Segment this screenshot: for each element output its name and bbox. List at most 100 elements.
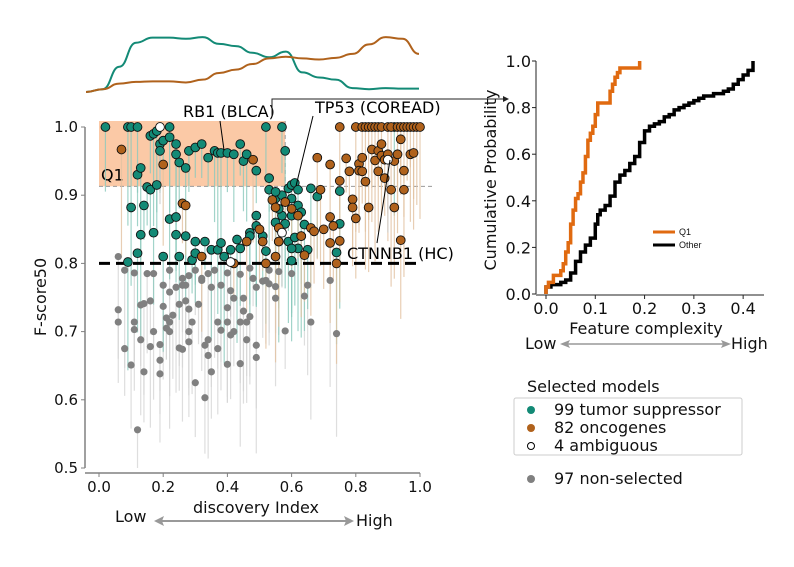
point-non-selected <box>143 270 151 278</box>
legend-label-ambiguous: 4 ambiguous <box>554 436 658 455</box>
point-tumor-suppressor <box>251 210 262 221</box>
point-non-selected <box>175 300 183 308</box>
point-non-selected <box>223 304 231 312</box>
point-non-selected <box>188 318 196 326</box>
ecdf-y-tick-label: 0.8 <box>506 99 531 118</box>
ecdf-x-tick-label: 0.3 <box>681 299 706 318</box>
point-non-selected <box>114 252 122 261</box>
point-non-selected <box>246 264 254 272</box>
point-tumor-suppressor <box>306 183 316 194</box>
point-non-selected <box>217 326 225 334</box>
point-ambiguous <box>383 154 393 165</box>
ecdf-y-axis-label: Cumulative Probability <box>481 90 500 271</box>
point-tumor-suppressor <box>155 146 165 156</box>
point-oncogenes <box>386 184 396 195</box>
point-non-selected <box>259 277 267 285</box>
point-tumor-suppressor <box>280 146 291 156</box>
scatter-panel: Q1 0.50.60.70.80.91.00.0 0.2 0.4 0.6 0.8 1.0 … <box>31 98 454 530</box>
x-direction-arrow <box>154 516 354 526</box>
legend-label-non-selected: 97 non-selected <box>554 469 683 488</box>
y-tick-label: 1.0 <box>54 118 78 136</box>
point-non-selected <box>246 312 254 321</box>
ecdf-axes: 0.0 0.2 0.4 0.6 0.8 1.0 0.0 0.1 0.2 0.3 0.4 <box>506 52 764 318</box>
point-tumor-suppressor <box>164 132 175 143</box>
y-tick-label: 0.5 <box>54 459 78 477</box>
point-tumor-suppressor <box>235 243 246 254</box>
point-oncogenes <box>196 251 207 262</box>
x-tick-label: 0.2 <box>151 478 175 496</box>
point-oncogenes <box>296 231 307 241</box>
point-tumor-suppressor <box>151 180 162 190</box>
arrow-head-left <box>560 340 570 348</box>
point-non-selected <box>156 356 164 364</box>
x-axis-label: discovery Index <box>193 498 319 517</box>
point-oncogenes <box>318 224 329 235</box>
point-tumor-suppressor <box>251 165 262 176</box>
x-tick-label: 0.8 <box>344 478 368 496</box>
legend-marker-ambiguous <box>527 442 535 450</box>
point-oncogenes <box>270 202 281 213</box>
point-tumor-suppressor <box>164 122 175 132</box>
arrow-head-left <box>154 516 164 526</box>
legend-marker-oncogenes <box>527 424 535 432</box>
y-tick-label: 0.9 <box>54 186 78 204</box>
point-non-selected <box>210 266 219 274</box>
point-oncogenes <box>299 250 310 261</box>
ecdf-x-tick-label: 0.2 <box>632 299 657 318</box>
point-non-selected <box>236 270 244 278</box>
annotation-leader <box>376 159 391 244</box>
density-curve-tumor-suppressor <box>85 36 419 93</box>
ecdf-panel: 0.0 0.2 0.4 0.6 0.8 1.0 0.0 0.1 0.2 0.3 0.4 Q1 Oth… <box>481 52 768 353</box>
point-non-selected <box>252 341 260 349</box>
point-non-selected <box>185 272 193 280</box>
point-non-selected <box>178 274 187 283</box>
point-oncogenes <box>341 153 352 164</box>
point-non-selected <box>201 394 209 402</box>
point-non-selected <box>146 343 154 351</box>
point-oncogenes <box>344 166 355 177</box>
point-oncogenes <box>116 144 127 155</box>
ecdf-line-other <box>544 61 755 294</box>
annotation-leader <box>219 120 225 151</box>
point-tumor-suppressor <box>286 243 297 254</box>
ecdf-y-tick-label: 1.0 <box>506 52 531 71</box>
legend: Selected models 99 tumor suppressor 82 o… <box>513 377 743 488</box>
point-non-selected <box>275 267 283 276</box>
legend-label-other: Other <box>679 240 702 250</box>
point-non-selected <box>198 274 206 283</box>
point-non-selected <box>166 266 174 274</box>
point-non-selected <box>185 328 193 336</box>
point-non-selected <box>178 345 187 353</box>
annotations: RB1 (BLCA) TP53 (COREAD) CTNNB1 (HC) <box>183 98 454 263</box>
point-oncogenes <box>257 236 268 247</box>
point-tumor-suppressor <box>135 163 146 173</box>
point-tumor-suppressor <box>190 236 201 247</box>
point-tumor-suppressor <box>261 246 271 256</box>
point-oncogenes <box>180 200 191 211</box>
point-oncogenes <box>408 148 419 158</box>
point-non-selected <box>265 280 273 288</box>
x-tick-label: 1.0 <box>408 478 432 496</box>
point-tumor-suppressor <box>331 247 342 258</box>
legend-label-oncogenes: 82 oncogenes <box>554 418 666 437</box>
x-high-label: High <box>356 511 393 530</box>
point-non-selected <box>304 281 312 289</box>
point-non-selected <box>121 345 129 353</box>
point-non-selected <box>214 318 222 326</box>
point-non-selected <box>201 341 209 349</box>
ecdf-x-axis-label: Feature complexity <box>569 319 723 338</box>
point-oncogenes <box>350 213 361 224</box>
point-oncogenes <box>334 236 345 246</box>
ecdf-y-tick-label: 0.4 <box>506 192 531 211</box>
point-non-selected <box>326 276 334 285</box>
point-tumor-suppressor <box>171 149 181 160</box>
annotation-label: CTNNB1 (HC) <box>347 244 454 263</box>
ecdf-y-tick-label: 0.2 <box>506 238 531 257</box>
connector-arrow <box>271 96 509 117</box>
point-oncogenes <box>325 212 335 222</box>
point-tumor-suppressor <box>148 227 159 238</box>
point-non-selected <box>182 281 190 289</box>
point-non-selected <box>243 336 251 344</box>
point-tumor-suppressor <box>241 149 252 160</box>
